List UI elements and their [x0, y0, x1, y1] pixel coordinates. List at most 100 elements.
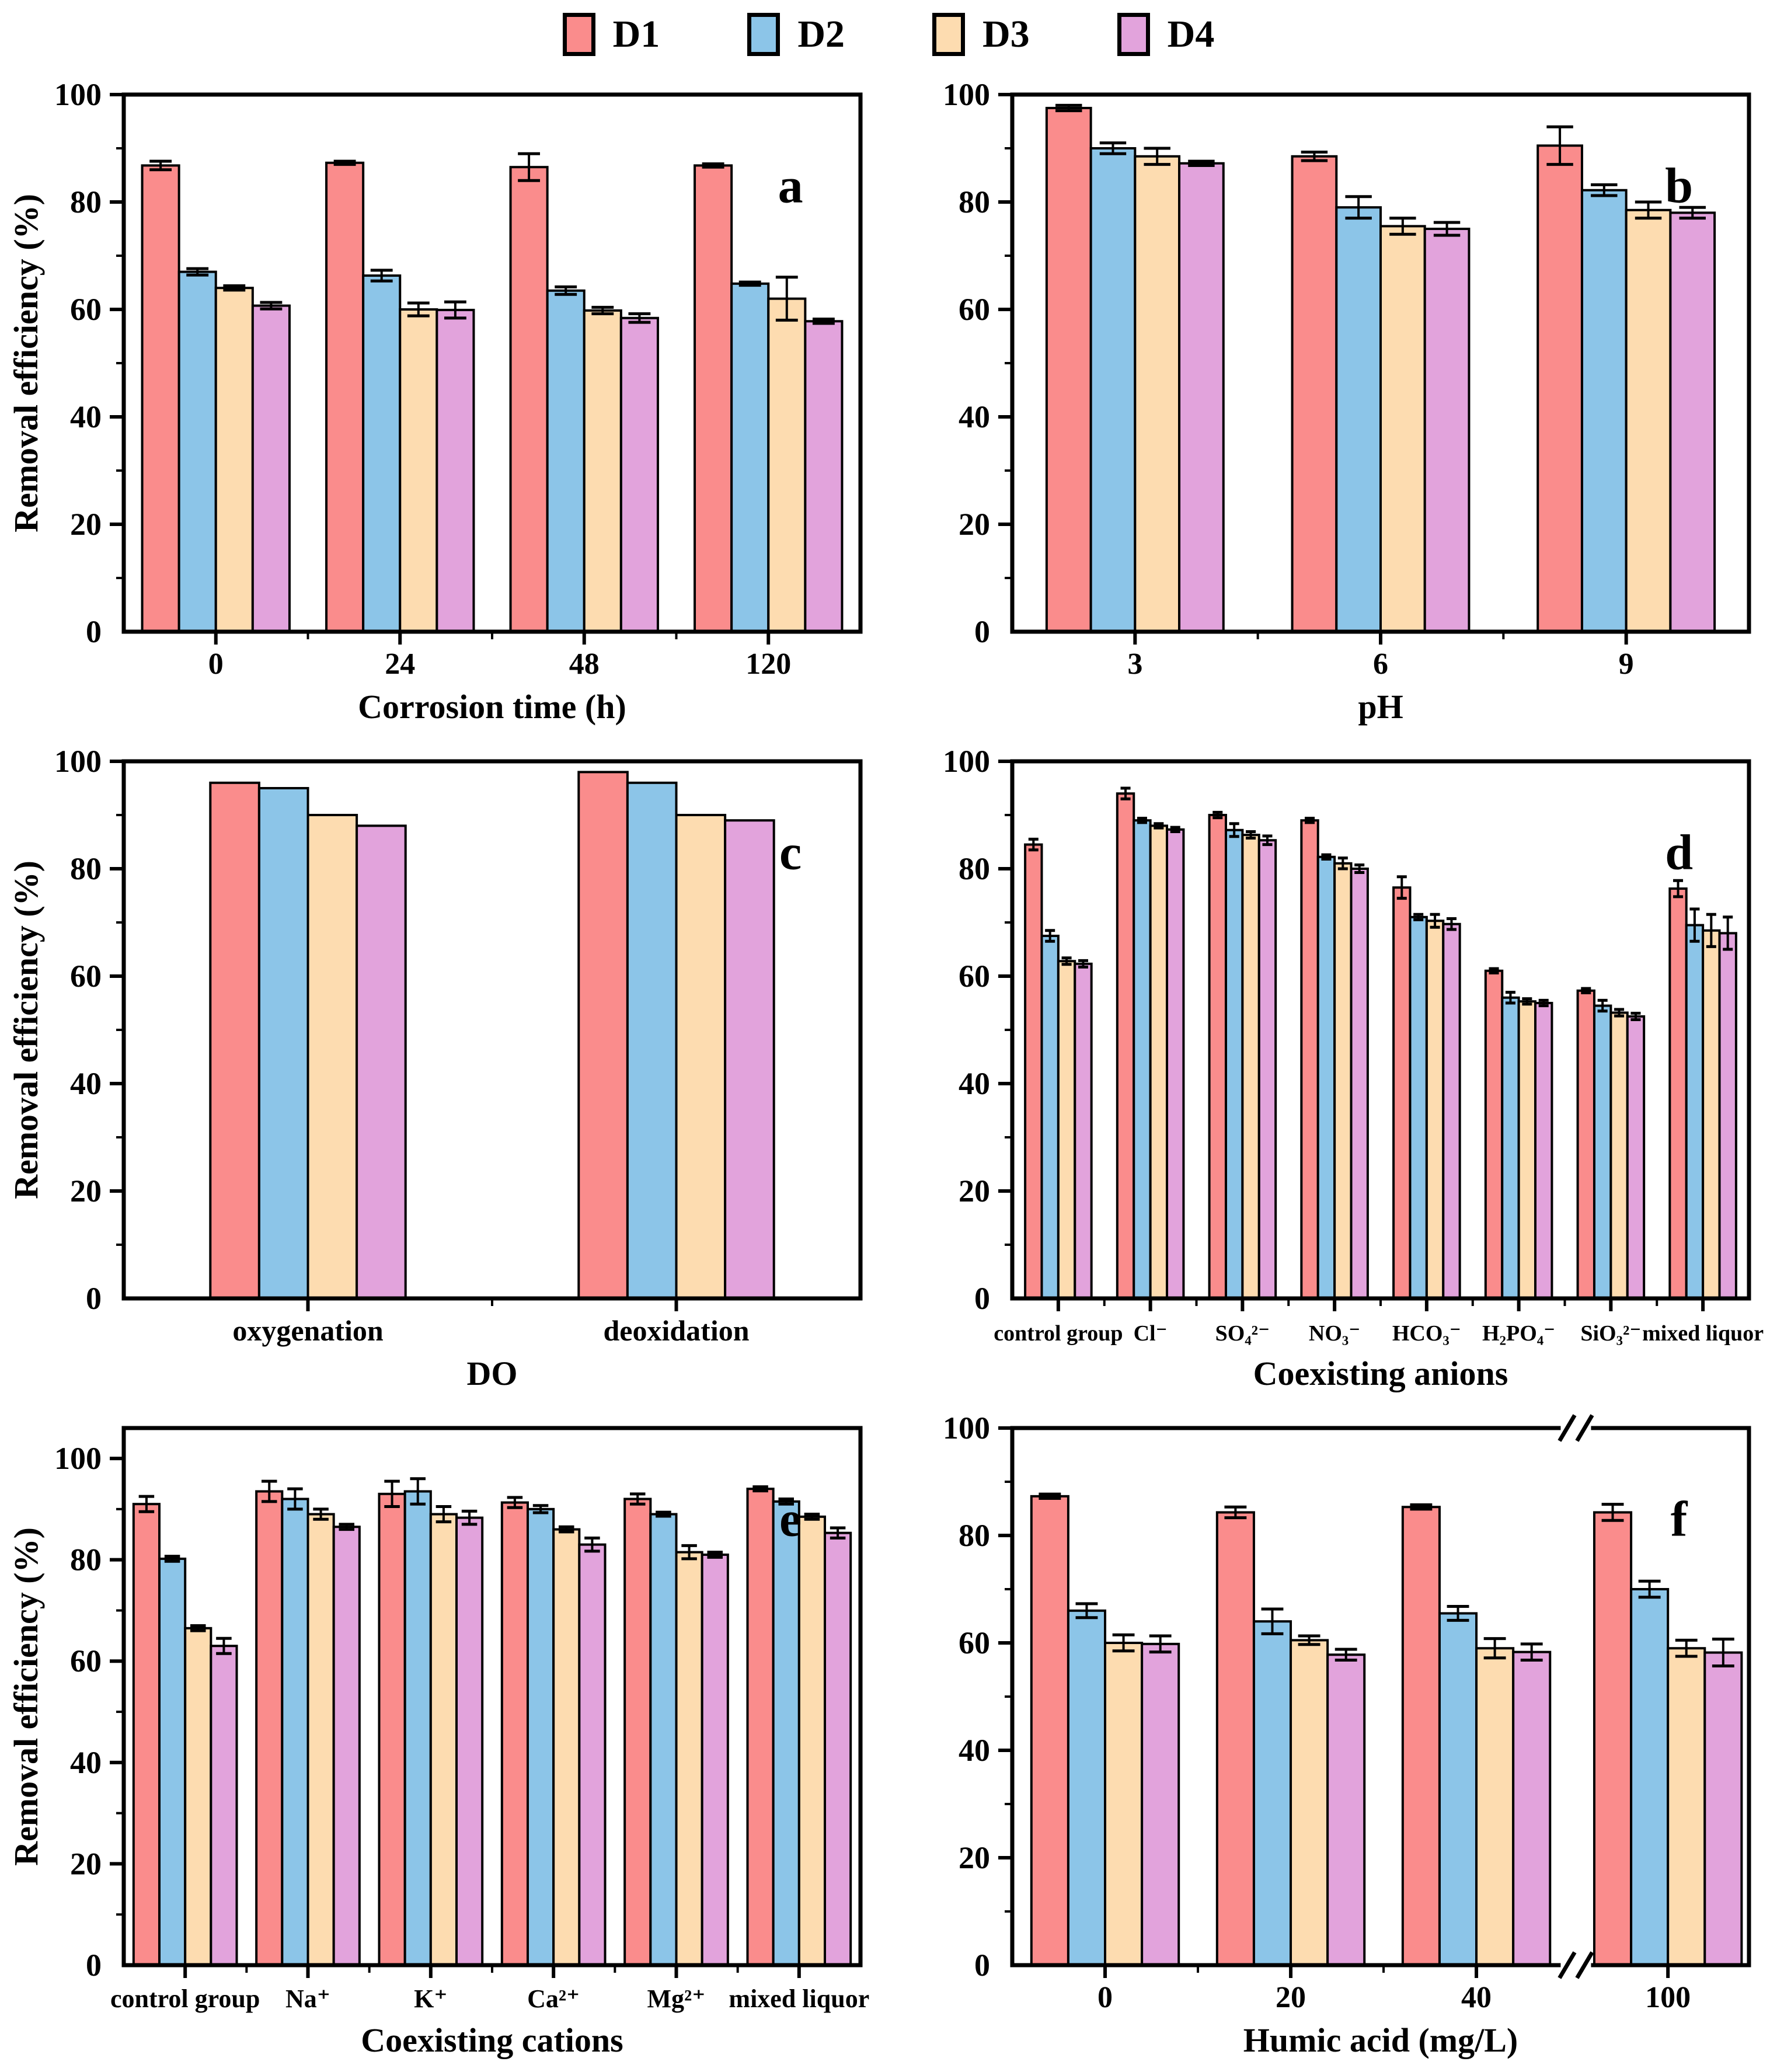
bar-D1-a3: [694, 164, 733, 633]
bar-D4-c1: [724, 819, 775, 1300]
x-tick-label: Cl⁻: [1134, 1321, 1168, 1346]
x-tick-label: 0: [1097, 1981, 1113, 2014]
panel-c-chart: 0 20 40 60 80 100 oxygenation deoxidation DO Remo…: [7, 744, 863, 1392]
bar-D4-e1: [332, 1526, 361, 1966]
panel-e: 0 20 40 60 80 100 control group Na⁺ K⁺ Ca²⁺ Mg²⁺ mi…: [0, 1402, 888, 2069]
legend-item-d2: D2: [747, 13, 845, 56]
bar-D2-f1: [1252, 1620, 1292, 1966]
bar-D1-a2: [509, 166, 549, 633]
panel-letter: f: [1671, 1491, 1688, 1547]
y-tick-label: 60: [70, 959, 102, 994]
bar-D3-d2: [1241, 834, 1260, 1300]
bar-D4-e5: [824, 1531, 852, 1966]
x-tick-label: 100: [1645, 1981, 1691, 2014]
x-tick-label: NO₃⁻: [1309, 1321, 1360, 1346]
panel-e-chart: 0 20 40 60 80 100 control group Na⁺ K⁺ Ca²⁺ Mg²⁺ mi…: [7, 1426, 869, 2059]
y-tick-label: 40: [70, 1066, 102, 1101]
bar-D4-a0: [251, 304, 291, 633]
bar-D4-f1: [1326, 1653, 1366, 1966]
bar-D2-a1: [362, 274, 402, 633]
x-axis-title: Coexisting anions: [1253, 1354, 1508, 1392]
legend-label-d2: D2: [797, 13, 845, 55]
y-axis-title: Removal efficiency (%): [7, 861, 45, 1199]
bar-D3-a3: [767, 297, 807, 633]
bar-D2-d3: [1316, 855, 1336, 1300]
y-tick-label: 60: [70, 1643, 102, 1679]
bar-D3-c0: [306, 814, 358, 1300]
bar-D2-f2: [1438, 1612, 1478, 1966]
legend-label-d4: D4: [1167, 13, 1215, 55]
bar-D1-a1: [325, 161, 365, 633]
y-tick-label: 80: [959, 1518, 990, 1553]
bar-D4-b0: [1178, 162, 1225, 633]
bar-D1-e2: [378, 1492, 406, 1966]
bar-D4-e4: [701, 1553, 729, 1966]
bar-D4-d7: [1718, 932, 1737, 1300]
bar-D1-d0: [1024, 843, 1043, 1300]
y-tick-label: 0: [86, 1281, 102, 1316]
x-tick-label: oxygenation: [232, 1314, 384, 1347]
bar-D4-b1: [1423, 228, 1471, 633]
panel-letter: e: [779, 1491, 802, 1547]
panel-b: 0 20 40 60 80 100 3 6 9 pH b: [888, 69, 1777, 736]
bar-D1-d7: [1668, 887, 1688, 1300]
panel-f: 0 20 40 60 80 100 0 20 40 100 Humic acid (mg/L) f: [888, 1402, 1777, 2069]
bar-D2-a3: [730, 282, 770, 633]
bar-D1-c0: [209, 781, 260, 1300]
bar-D3-c1: [675, 814, 727, 1300]
y-tick-label: 80: [70, 184, 102, 220]
bar-D3-f3: [1667, 1647, 1706, 1966]
bar-D2-c1: [626, 781, 678, 1300]
bar-D4-c0: [356, 824, 407, 1300]
bar-D3-b1: [1379, 225, 1426, 633]
x-tick-label: SO₄²⁻: [1215, 1321, 1270, 1346]
bar-D1-e5: [746, 1488, 775, 1966]
x-tick-label: 9: [1619, 647, 1634, 681]
panel-letter: d: [1665, 824, 1693, 880]
bar-D3-e5: [797, 1515, 827, 1967]
bar-D3-a1: [399, 308, 438, 633]
panel-letter: c: [779, 824, 802, 880]
legend-swatch-d3: [932, 13, 965, 56]
x-axis-title: DO: [467, 1354, 518, 1392]
bar-D2-d1: [1133, 819, 1152, 1300]
bar-D2-e2: [403, 1490, 432, 1967]
y-tick-label: 80: [959, 184, 990, 220]
x-tick-label: Ca²⁺: [527, 1984, 580, 2013]
bar-D3-e3: [552, 1528, 581, 1966]
bar-D3-d4: [1425, 920, 1445, 1300]
bar-D1-e3: [500, 1501, 529, 1966]
bar-D4-e3: [578, 1543, 607, 1967]
y-tick-label: 20: [959, 1173, 990, 1209]
bar-D1-f2: [1401, 1506, 1441, 1967]
panel-d-chart: 0 20 40 60 80 100 control group Cl⁻ SO₄²⁻ NO₃⁻ HCO…: [943, 744, 1764, 1392]
bar-D4-f3: [1703, 1651, 1743, 1966]
bar-D2-b2: [1580, 189, 1628, 633]
panel-f-chart: 0 20 40 60 80 100 0 20 40 100 Humic acid (mg/L) f: [943, 1411, 1751, 2059]
y-tick-label: 40: [959, 399, 990, 434]
x-tick-label: 6: [1373, 647, 1388, 681]
bar-D3-e2: [429, 1513, 458, 1966]
bar-D2-c0: [257, 787, 309, 1300]
bar-D3-e0: [184, 1627, 212, 1966]
bar-D3-a2: [583, 309, 622, 633]
bar-D2-d2: [1224, 828, 1244, 1300]
bar-D3-f2: [1475, 1647, 1515, 1966]
panel-d: 0 20 40 60 80 100 control group Cl⁻ SO₄²⁻ NO₃⁻ HCO…: [888, 736, 1777, 1402]
bar-D4-d1: [1166, 828, 1185, 1300]
bar-D3-d0: [1057, 960, 1076, 1300]
panel-grid: 0 20 40 60 80 100 0 24 48 120 Corrosion time (h) Re…: [0, 69, 1777, 2069]
bar-D2-e1: [281, 1498, 309, 1966]
bar-D1-d5: [1484, 969, 1504, 1300]
bar-D4-a2: [619, 316, 659, 633]
bar-D4-a1: [435, 308, 475, 633]
bar-D4-d2: [1257, 839, 1277, 1300]
y-tick-label: 100: [943, 1411, 990, 1446]
bar-D1-d3: [1300, 819, 1319, 1300]
x-axis-title: Coexisting cations: [361, 2021, 623, 2059]
y-tick-label: 80: [70, 851, 102, 886]
bar-D2-b1: [1335, 206, 1382, 633]
x-axis-title: pH: [1358, 688, 1403, 726]
x-tick-label: SiO₃²⁻: [1580, 1321, 1641, 1346]
